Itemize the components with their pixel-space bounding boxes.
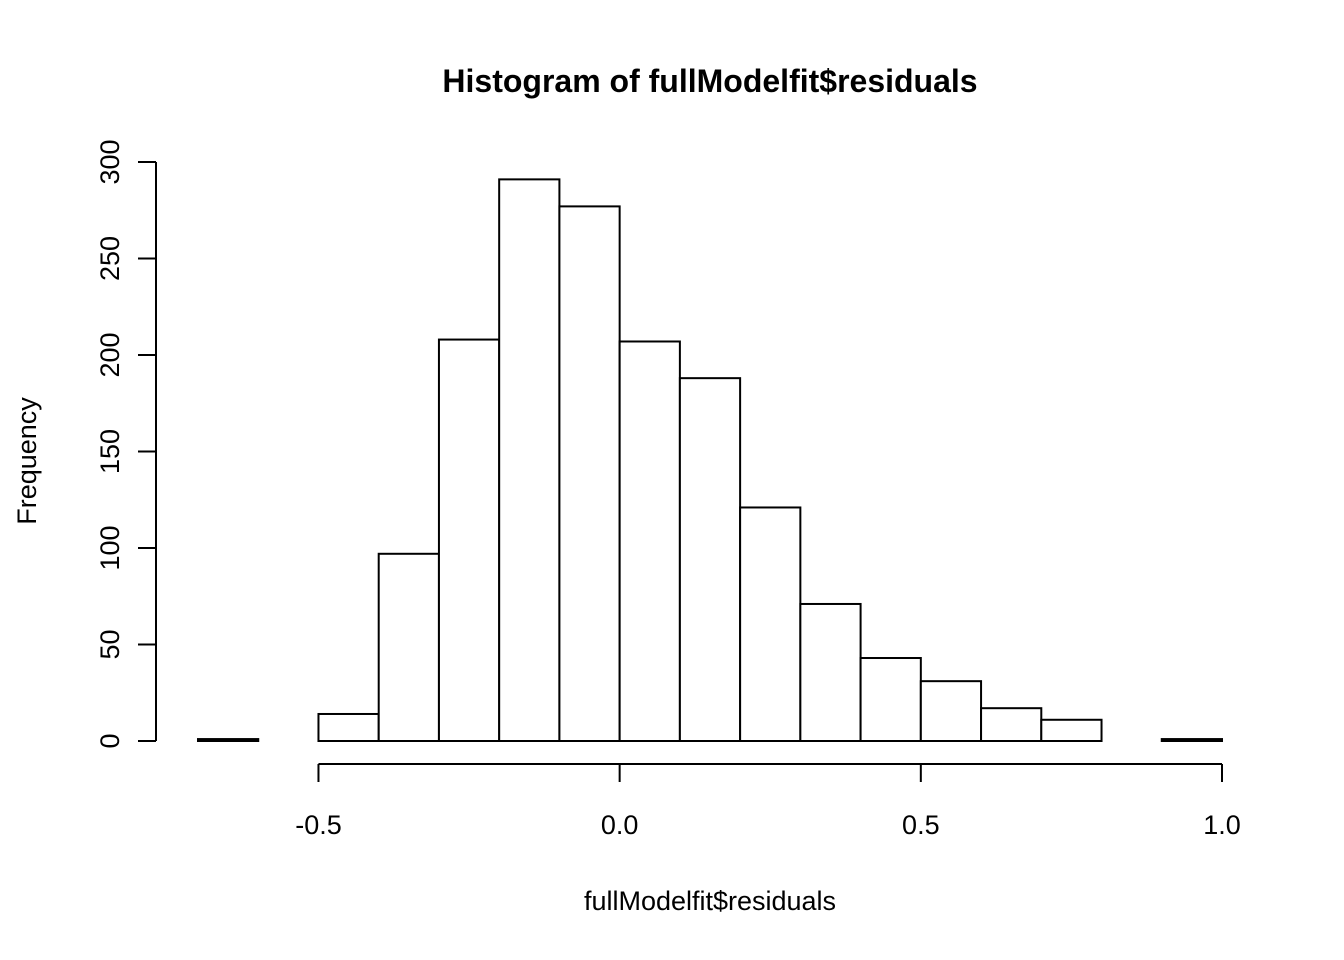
- histogram-bar-6: [558, 205, 621, 742]
- histogram-bar-10: [799, 602, 862, 742]
- x-axis: -0.5 0.0 0.5 1.0: [295, 763, 1241, 840]
- x-tick-label-3: 1.0: [1203, 810, 1241, 840]
- y-tick-label-0: 0: [95, 733, 125, 748]
- y-tick-label-4: 200: [95, 332, 125, 377]
- histogram-bar-7: [618, 340, 681, 742]
- histogram-bar-12: [919, 680, 983, 742]
- histogram-bar-13: [980, 707, 1043, 743]
- y-axis: 0 50 100 150 200 250 300: [95, 139, 157, 749]
- histogram-bar-11: [859, 657, 922, 743]
- histogram-bar-14: [1040, 718, 1103, 743]
- y-tick-label-1: 50: [95, 629, 125, 659]
- histogram-bar-3: [377, 552, 440, 742]
- y-tick-label-3: 150: [95, 429, 125, 474]
- y-tick-label-6: 300: [95, 139, 125, 184]
- histogram-bar-4: [437, 338, 501, 742]
- histogram-bar-16: [1160, 738, 1223, 743]
- histogram-bar-8: [678, 377, 742, 742]
- y-tick-label-2: 100: [95, 525, 125, 570]
- x-tick-label-0: -0.5: [295, 810, 342, 840]
- histogram-bar-9: [739, 506, 802, 742]
- y-tick-label-5: 250: [95, 236, 125, 281]
- histogram-bar-5: [498, 178, 561, 742]
- histogram-bar-2: [317, 712, 380, 742]
- x-axis-label: fullModelfit$residuals: [584, 886, 836, 916]
- histogram-bar-0: [197, 738, 260, 743]
- chart-title: Histogram of fullModelfit$residuals: [442, 63, 977, 99]
- y-axis-label: Frequency: [12, 397, 42, 525]
- histogram-bars: [197, 178, 1223, 743]
- x-tick-label-1: 0.0: [601, 810, 639, 840]
- x-tick-label-2: 0.5: [902, 810, 940, 840]
